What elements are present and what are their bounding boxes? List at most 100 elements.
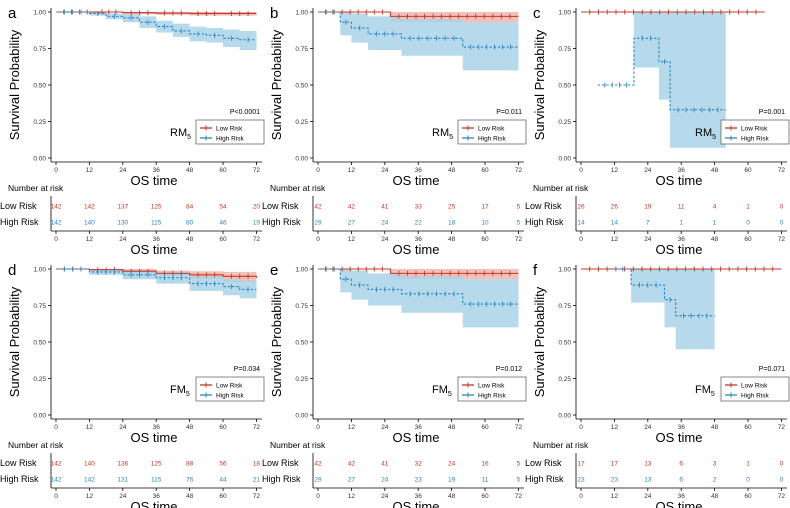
y-tick-label: 0.25: [33, 376, 46, 383]
risk-count-high: 27: [348, 220, 356, 227]
risk-count-high: 142: [84, 477, 95, 484]
y-tick-label: 0.00: [295, 156, 308, 163]
x-tick-label: 36: [415, 167, 423, 174]
risk-table-title: Number at risk: [270, 183, 326, 193]
risk-count-low: 5: [517, 461, 521, 468]
risk-table-tick-label: 0: [316, 493, 320, 500]
x-tick-label: 60: [219, 167, 227, 174]
risk-table-tick-label: 72: [778, 236, 786, 243]
x-tick-label: 12: [348, 167, 356, 174]
high-risk-legend-label: High Risk: [478, 136, 507, 143]
x-tick-label: 72: [515, 167, 523, 174]
panel-d: d Survival Probability 0.00 0.25 0.50 0.75 1.0…: [0, 262, 265, 508]
legend-title: FM5: [695, 384, 715, 398]
risk-count-low: 84: [186, 204, 194, 211]
risk-count-low: 142: [84, 204, 95, 211]
risk-row-label-low: Low Risk: [262, 201, 299, 211]
x-tick-label: 0: [579, 424, 583, 431]
risk-table-tick-label: 60: [219, 493, 227, 500]
low-risk-legend-label: Low Risk: [741, 383, 768, 390]
low-risk-legend-label: Low Risk: [478, 126, 505, 133]
risk-count-high: 14: [577, 220, 585, 227]
legend-title-subscript: 5: [448, 391, 452, 398]
risk-count-low: 24: [448, 461, 456, 468]
risk-count-low: 18: [253, 461, 261, 468]
y-tick-label: 1.00: [295, 267, 308, 274]
risk-table-tick-label: 12: [348, 493, 356, 500]
risk-table-tick-label: 48: [186, 493, 194, 500]
low-risk-curve: [318, 11, 519, 17]
x-tick-label: 60: [481, 424, 489, 431]
panel-e: e Survival Probability 0.00 0.25 0.50 0.75 1.0…: [262, 262, 527, 508]
low-risk-legend-label: Low Risk: [741, 126, 768, 133]
y-axis-label: Survival Probability: [532, 29, 547, 140]
high-risk-curve: [318, 11, 519, 48]
risk-row-label-high: High Risk: [262, 217, 301, 227]
risk-table-title: Number at risk: [8, 183, 64, 193]
risk-table-title: Number at risk: [533, 440, 589, 450]
risk-count-low: 42: [314, 204, 322, 211]
legend-title-subscript: 5: [712, 134, 716, 141]
y-axis-label: Survival Probability: [269, 286, 284, 397]
risk-table-tick-label: 36: [678, 236, 686, 243]
risk-count-high: 24: [381, 477, 389, 484]
risk-table-title: Number at risk: [270, 440, 326, 450]
x-tick-label: 12: [611, 167, 619, 174]
risk-table-title: Number at risk: [533, 183, 589, 193]
legend-title: RM5: [432, 127, 453, 141]
panel-a: a Survival Probability 0.00 0.25 0.50 0.75 1.0…: [0, 5, 265, 257]
risk-count-low: 32: [415, 461, 423, 468]
x-tick-label: 48: [448, 167, 456, 174]
low-risk-ci-band: [318, 12, 519, 23]
legend-title: RM5: [695, 127, 716, 141]
y-axis-label: Survival Probability: [269, 29, 284, 140]
y-tick-label: 0.25: [295, 119, 308, 126]
risk-count-high: 7: [646, 220, 650, 227]
y-tick-label: 0.00: [558, 156, 571, 163]
y-tick-label: 0.50: [558, 83, 571, 90]
high-risk-ci-band: [318, 12, 519, 71]
x-tick-label: 0: [54, 167, 58, 174]
risk-count-low: 33: [415, 204, 423, 211]
risk-count-high: 5: [517, 477, 521, 484]
risk-table-tick-label: 24: [119, 493, 127, 500]
risk-count-high: 142: [51, 220, 62, 227]
x-tick-label: 72: [778, 424, 786, 431]
risk-table-tick-label: 24: [119, 236, 127, 243]
high-risk-legend-label: High Risk: [741, 136, 770, 143]
risk-count-high: 6: [679, 477, 683, 484]
y-tick-label: 1.00: [558, 10, 571, 17]
risk-table-tick-label: 36: [153, 493, 161, 500]
x-tick-label: 12: [611, 424, 619, 431]
risk-table-tick-label: 0: [316, 236, 320, 243]
legend-title-subscript: 5: [449, 134, 453, 141]
x-tick-label: 12: [348, 424, 356, 431]
risk-count-low: 1: [746, 461, 750, 468]
high-risk-curve: [318, 268, 519, 305]
risk-count-low: 136: [117, 461, 128, 468]
risk-table-tick-label: 24: [381, 236, 389, 243]
panel-letter: d: [8, 262, 16, 279]
risk-count-low: 42: [348, 204, 356, 211]
legend-title-subscript: 5: [711, 391, 715, 398]
x-tick-label: 48: [448, 424, 456, 431]
panel-letter: a: [8, 5, 17, 22]
risk-count-low: 26: [611, 204, 619, 211]
risk-count-high: 1: [713, 220, 717, 227]
legend-title: RM5: [170, 127, 191, 141]
risk-count-high: 0: [780, 477, 784, 484]
risk-count-high: 19: [448, 477, 456, 484]
risk-table-tick-label: 48: [711, 493, 719, 500]
risk-table-tick-label: 0: [579, 236, 583, 243]
y-tick-label: 1.00: [295, 10, 308, 17]
x-axis-label: OS time: [393, 173, 440, 188]
x-tick-label: 48: [711, 167, 719, 174]
x-tick-label: 24: [119, 424, 127, 431]
x-tick-label: 72: [253, 424, 261, 431]
risk-count-low: 1: [746, 204, 750, 211]
risk-count-low: 11: [678, 204, 685, 211]
x-tick-label: 24: [644, 167, 652, 174]
risk-row-label-high: High Risk: [0, 474, 39, 484]
risk-count-low: 17: [611, 461, 619, 468]
risk-count-low: 140: [84, 461, 95, 468]
